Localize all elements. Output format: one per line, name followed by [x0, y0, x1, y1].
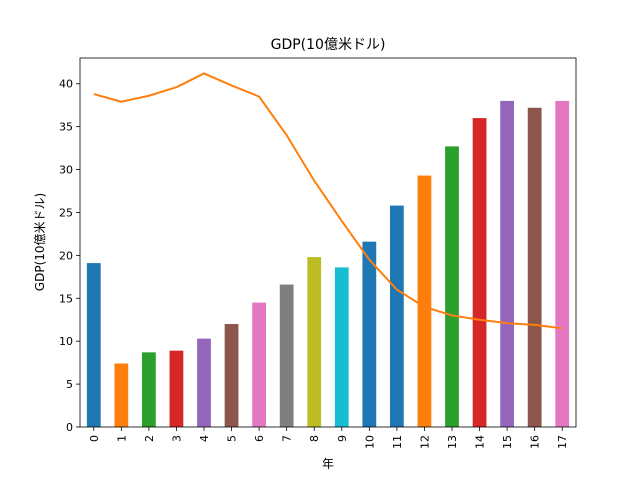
x-tick-label: 13	[446, 435, 459, 449]
x-tick-label: 9	[336, 435, 349, 442]
y-axis: 0 5 10 15 20 25 30 35 40	[59, 78, 80, 434]
x-tick-label: 0	[88, 435, 101, 442]
x-tick-label: 12	[418, 435, 431, 449]
x-tick-label: 16	[529, 435, 542, 449]
x-axis: 0 1 2 3 4 5 6 7 8 9 10 11 12 13 14 15 16 17	[88, 427, 569, 449]
bar-6	[252, 302, 266, 427]
y-tick-label: 5	[66, 378, 73, 391]
plot-frame	[79, 57, 577, 428]
y-tick-label: 15	[59, 292, 73, 305]
bar-9	[334, 267, 349, 427]
bar-16	[527, 107, 542, 427]
y-axis-label: GDP(10億米ドル)	[33, 193, 47, 291]
y-tick-label: 30	[59, 164, 73, 177]
bar-1	[114, 363, 129, 427]
x-tick-label: 1	[115, 435, 128, 442]
bar-7	[279, 284, 294, 427]
y-tick-label: 25	[59, 206, 73, 219]
x-axis-label: 年	[322, 457, 334, 471]
bar-5	[224, 324, 239, 427]
chart-title: GDP(10億米ドル)	[271, 37, 386, 53]
x-tick-label: 7	[281, 435, 294, 442]
y-tick-label: 20	[59, 249, 73, 262]
x-tick-label: 17	[556, 435, 569, 449]
x-tick-label: 11	[391, 435, 404, 449]
x-tick-label: 3	[170, 435, 183, 442]
y-tick-label: 35	[59, 121, 73, 134]
bar-4	[197, 338, 211, 427]
bar-14	[472, 118, 487, 428]
bar-0	[86, 263, 101, 427]
bar-17	[555, 100, 570, 427]
y-tick-label: 40	[59, 78, 73, 91]
bar-8	[307, 257, 322, 427]
bar-15	[500, 100, 514, 427]
line-layer	[93, 72, 563, 330]
bar-11	[390, 205, 404, 427]
x-tick-label: 4	[198, 435, 211, 442]
x-tick-label: 8	[308, 435, 321, 442]
bar-3	[169, 350, 184, 427]
y-tick-label: 0	[66, 421, 73, 434]
bar-12	[417, 175, 432, 427]
bar-group	[86, 100, 570, 428]
x-tick-label: 14	[474, 435, 487, 449]
x-tick-label: 10	[363, 435, 376, 449]
x-tick-label: 15	[501, 435, 514, 449]
x-tick-label: 2	[143, 435, 156, 442]
bar-10	[362, 241, 377, 427]
x-tick-label: 6	[253, 435, 266, 442]
y-tick-label: 10	[59, 335, 73, 348]
bar-2	[142, 352, 156, 427]
bar-13	[445, 146, 459, 427]
x-tick-label: 5	[226, 435, 239, 442]
line-series	[93, 72, 563, 330]
